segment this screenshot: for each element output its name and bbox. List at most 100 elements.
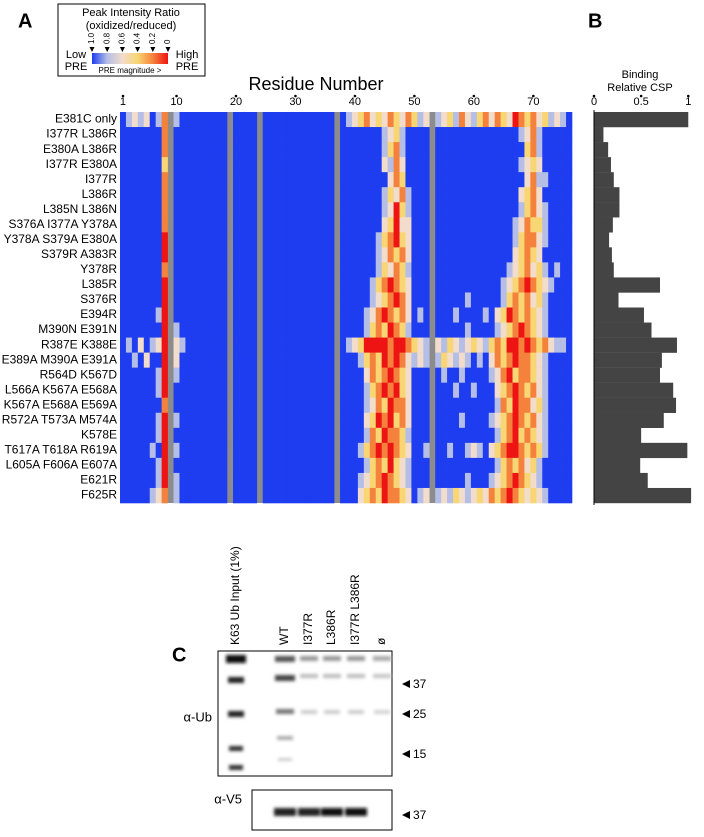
heatmap-cell <box>351 187 359 203</box>
heatmap-cell <box>357 232 365 248</box>
colorbar-tick-label: 0 <box>163 39 172 44</box>
heatmap-cell <box>215 142 222 158</box>
heatmap-cell <box>233 487 240 504</box>
heatmap-cell <box>488 412 495 429</box>
heatmap-cell <box>453 292 460 308</box>
heatmap-cell <box>387 142 394 158</box>
heatmap-cell <box>292 472 299 489</box>
heatmap-cell <box>536 247 543 263</box>
heatmap-cell <box>149 397 156 414</box>
heatmap-cell <box>221 172 228 188</box>
heatmap-cell <box>512 142 519 158</box>
heatmap-cell <box>316 442 323 459</box>
heatmap-cell <box>548 382 555 399</box>
heatmap-cell <box>542 217 549 233</box>
bar <box>594 277 660 293</box>
heatmap-cell <box>482 322 490 338</box>
heatmap-cell <box>280 457 287 474</box>
heatmap-cell <box>381 217 388 233</box>
heatmap-cell <box>250 247 258 263</box>
heatmap-cell <box>542 337 549 353</box>
heatmap-cell <box>244 322 252 338</box>
heatmap-cell <box>173 217 180 233</box>
heatmap-cell <box>346 202 353 218</box>
heatmap-cell <box>238 112 246 128</box>
heatmap-cell <box>161 217 168 233</box>
band <box>323 674 341 678</box>
heatmap-cell <box>459 292 466 308</box>
heatmap-cell <box>500 172 507 188</box>
heatmap-cell <box>464 277 472 293</box>
heatmap-cell <box>459 337 466 353</box>
heatmap-cell <box>411 157 418 173</box>
heatmap-cell <box>292 487 299 504</box>
heatmap-cell <box>375 172 382 188</box>
heatmap-cell <box>328 202 335 218</box>
heatmap-cell <box>179 157 186 173</box>
heatmap-cell <box>328 397 335 414</box>
heatmap-cell <box>405 307 412 323</box>
heatmap-cell <box>530 307 537 323</box>
heatmap-cell <box>512 367 519 383</box>
heatmap-cell <box>548 187 555 203</box>
heatmap-cell <box>476 172 484 188</box>
heatmap-cell <box>536 262 543 278</box>
heatmap-cell <box>399 142 406 158</box>
heatmap-cell <box>447 382 454 399</box>
heatmap-cell <box>453 157 460 173</box>
heatmap-cell <box>125 487 133 504</box>
heatmap-cell <box>566 472 573 489</box>
heatmap-cell <box>363 142 371 158</box>
heatmap-cell <box>375 427 382 444</box>
heatmap-cell <box>488 472 495 489</box>
heatmap-cell <box>566 382 573 399</box>
heatmap-cell <box>137 277 145 293</box>
heatmap-cell <box>346 157 353 173</box>
heatmap-cell <box>524 292 531 308</box>
heatmap-cell <box>459 472 466 489</box>
heatmap-cell <box>435 487 442 504</box>
heatmap-cell <box>530 487 537 504</box>
heatmap-cell <box>149 112 156 128</box>
heatmap-cell <box>375 382 382 399</box>
bar <box>594 427 642 444</box>
heatmap-cell <box>536 382 543 399</box>
heatmap-cell <box>482 277 490 293</box>
heatmap-cell <box>298 382 305 399</box>
heatmap-cell <box>464 232 472 248</box>
heatmap-cell <box>423 487 430 504</box>
heatmap-cell <box>464 172 472 188</box>
heatmap-cell <box>548 292 555 308</box>
heatmap-cell <box>209 172 216 188</box>
heatmap-cell <box>524 427 531 444</box>
heatmap-cell <box>161 427 168 444</box>
heatmap-cell <box>340 112 347 128</box>
heatmap-cell <box>530 157 537 173</box>
heatmap-cell <box>143 442 151 459</box>
heatmap-cell <box>233 277 240 293</box>
heatmap-cell <box>215 382 222 399</box>
heatmap-cell <box>566 307 573 323</box>
heatmap-cell <box>131 187 139 203</box>
heatmap-cell <box>524 232 531 248</box>
heatmap-cell <box>554 202 561 218</box>
heatmap-cell <box>417 427 424 444</box>
heatmap-cell <box>215 292 222 308</box>
heatmap-cell <box>524 472 531 489</box>
x-tick <box>121 94 125 98</box>
heatmap-cell <box>494 487 501 504</box>
heatmap-cell <box>120 427 127 444</box>
heatmap-cell <box>387 352 394 368</box>
heatmap-cell <box>512 262 519 278</box>
heatmap-cell <box>488 322 495 338</box>
heatmap-cell <box>476 397 484 414</box>
heatmap-cell <box>381 442 388 459</box>
heatmap-cell <box>179 187 186 203</box>
heatmap-cell <box>464 487 472 504</box>
heatmap-cell <box>512 247 519 263</box>
heatmap-cell <box>250 442 258 459</box>
heatmap-cell <box>143 157 151 173</box>
heatmap-cell <box>274 247 281 263</box>
heatmap-cell <box>393 382 400 399</box>
bar <box>594 472 648 489</box>
